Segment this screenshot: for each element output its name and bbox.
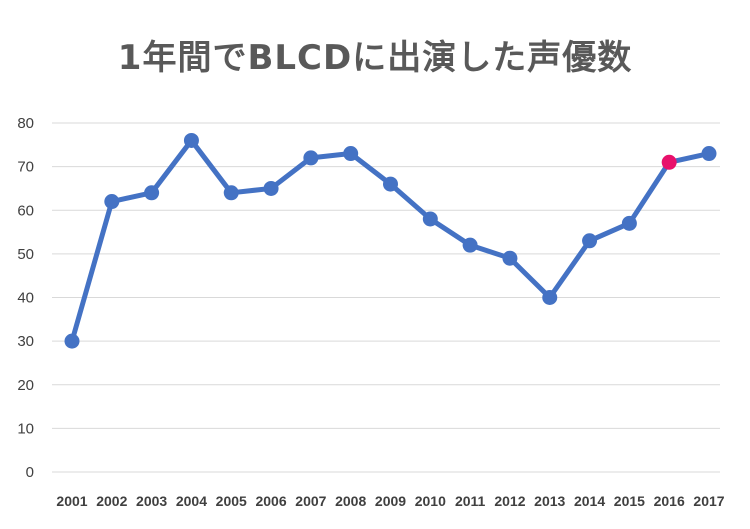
- y-tick-label: 80: [17, 115, 34, 132]
- data-point: [183, 132, 199, 148]
- y-tick-label: 60: [17, 202, 34, 219]
- data-point: [621, 215, 637, 231]
- data-point: [502, 250, 518, 266]
- data-point-highlighted: [661, 154, 677, 170]
- data-point: [701, 146, 717, 162]
- chart-title: 1年間でBLCDに出演した声優数: [117, 38, 633, 78]
- series-points: [64, 132, 717, 349]
- x-tick-label: 2002: [96, 493, 127, 509]
- x-tick-label: 2011: [455, 493, 486, 509]
- y-tick-label: 40: [17, 290, 34, 307]
- data-point: [144, 185, 160, 201]
- gridlines: [52, 122, 720, 473]
- data-point: [303, 150, 319, 166]
- data-point: [263, 180, 279, 196]
- data-point: [343, 146, 359, 162]
- y-axis-ticks: 0 10 20 30 40 50 60 70 80: [17, 115, 34, 481]
- x-tick-label: 2003: [136, 493, 167, 509]
- x-tick-label: 2005: [216, 493, 247, 509]
- x-tick-label: 2015: [614, 493, 645, 509]
- x-tick-label: 2008: [335, 493, 366, 509]
- data-point: [383, 176, 398, 192]
- data-point: [223, 185, 239, 201]
- y-tick-label: 10: [17, 420, 34, 437]
- data-point: [104, 194, 120, 210]
- x-tick-label: 2009: [375, 493, 406, 509]
- y-tick-label: 20: [17, 377, 34, 394]
- x-tick-label: 2010: [415, 493, 446, 509]
- y-tick-label: 50: [17, 246, 34, 263]
- x-tick-label: 2013: [534, 493, 565, 509]
- x-tick-label: 2017: [693, 493, 724, 509]
- series-line: [69, 137, 710, 342]
- x-tick-label: 2014: [574, 493, 605, 509]
- y-tick-label: 0: [26, 464, 34, 481]
- x-axis-ticks: 2001 2002 2003 2004 2005 2006 2007 2008 2009 2010…: [56, 493, 724, 509]
- data-point: [582, 233, 598, 249]
- data-point: [64, 333, 80, 349]
- data-point: [422, 211, 438, 227]
- x-tick-label: 2004: [176, 493, 207, 509]
- data-point: [542, 290, 558, 305]
- data-point: [462, 237, 478, 253]
- x-tick-label: 2016: [654, 493, 685, 509]
- y-tick-label: 30: [17, 333, 34, 350]
- x-tick-label: 2001: [56, 493, 87, 509]
- y-tick-label: 70: [17, 159, 34, 176]
- x-tick-label: 2006: [255, 493, 286, 509]
- x-tick-label: 2012: [494, 493, 525, 509]
- x-tick-label: 2007: [295, 493, 326, 509]
